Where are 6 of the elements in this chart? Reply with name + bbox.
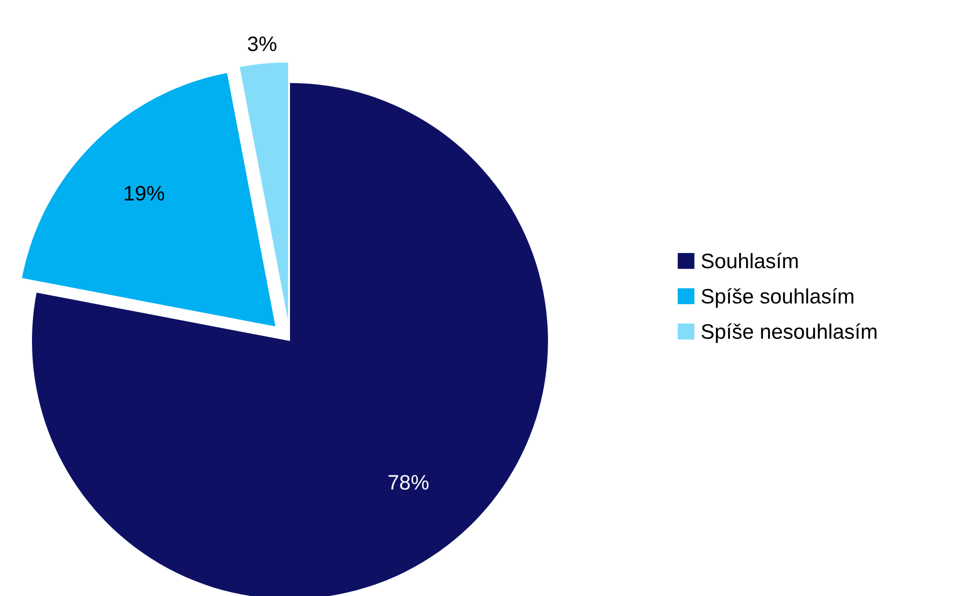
data-label: 78% <box>388 474 429 490</box>
legend-label: Spíše souhlasím <box>702 288 854 308</box>
legend-label: Spíše nesouhlasím <box>702 323 876 344</box>
data-label: 3% <box>248 36 276 52</box>
data-label: 19% <box>124 186 164 201</box>
legend-label: Souhlasím <box>702 252 798 268</box>
